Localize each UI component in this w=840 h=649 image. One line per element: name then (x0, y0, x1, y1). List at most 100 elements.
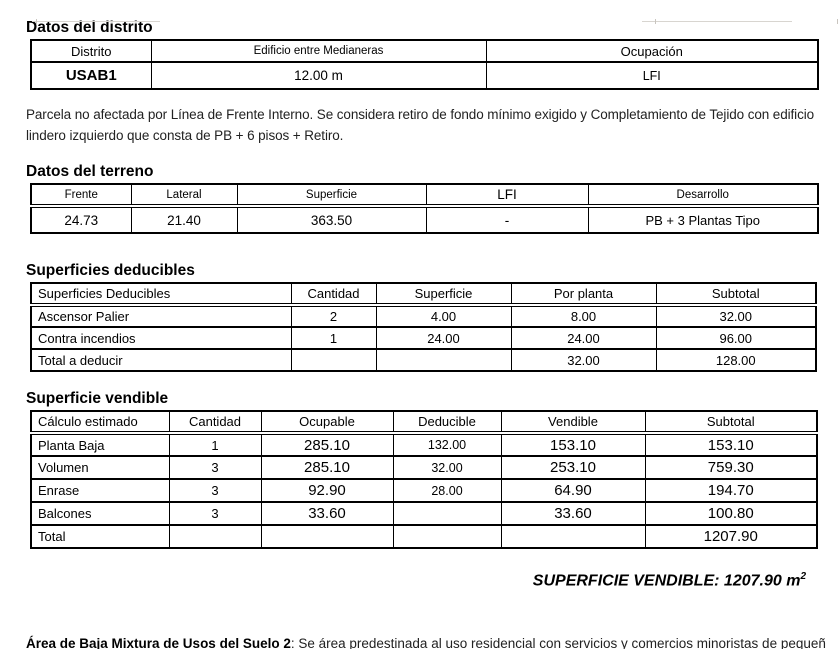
ocupable-cell: 92.90 (260, 478, 394, 503)
table-row-total: Total 1207.90 (30, 524, 818, 549)
column-header-superficie: Superficie (236, 183, 427, 208)
row-label-cell: Volumen (30, 455, 170, 480)
district-code-cell: USAB1 (30, 61, 152, 90)
row-label-cell: Balcones (30, 501, 170, 526)
column-header-vendible: Vendible (500, 410, 646, 435)
deductibles-header-row: Superficies Deducibles Cantidad Superfic… (30, 282, 817, 307)
table-row: Ascensor Palier 2 4.00 8.00 32.00 (30, 304, 817, 328)
subtotal-cell: 759.30 (644, 455, 818, 480)
document-page: { "district": { "title": "Datos del dist… (0, 19, 840, 649)
superficie-cell: 4.00 (375, 304, 512, 328)
deducible-cell (392, 524, 502, 549)
sellable-header-row: Cálculo estimado Cantidad Ocupable Deduc… (30, 410, 818, 435)
por-planta-cell: 32.00 (510, 348, 657, 372)
superficie-cell: 24.00 (375, 326, 512, 350)
occupation-cell: LFI (485, 61, 819, 90)
lfi-cell: - (425, 205, 589, 234)
column-header-lateral: Lateral (130, 183, 238, 208)
cropped-table-tick (655, 19, 656, 24)
vendible-cell: 153.10 (500, 432, 646, 457)
deducible-cell (392, 501, 502, 526)
desarrollo-cell: PB + 3 Plantas Tipo (587, 205, 819, 234)
vendible-cell: 64.90 (500, 478, 646, 503)
cantidad-cell (290, 348, 377, 372)
cropped-table-remnant (642, 21, 792, 22)
cropped-table-tick (837, 19, 838, 24)
column-header-deducible: Deducible (392, 410, 502, 435)
district-table: Distrito Edificio entre Medianeras Ocupa… (30, 39, 819, 90)
column-header-subtotal: Subtotal (655, 282, 817, 307)
district-header-row: Distrito Edificio entre Medianeras Ocupa… (30, 39, 819, 63)
column-header-desarrollo: Desarrollo (587, 183, 819, 208)
sellable-section-title: Superficie vendible (26, 390, 169, 407)
table-row: Volumen 3 285.10 32.00 253.10 759.30 (30, 455, 818, 480)
deducible-cell: 132.00 (392, 432, 502, 457)
summary-text: SUPERFICIE VENDIBLE: 1207.90 m (532, 572, 801, 590)
column-header-subtotal: Subtotal (644, 410, 818, 435)
terrain-section-title: Datos del terreno (26, 163, 154, 180)
row-label-cell: Contra incendios (30, 326, 292, 350)
row-label-cell: Enrase (30, 478, 170, 503)
terrain-data-row: 24.73 21.40 363.50 - PB + 3 Plantas Tipo (30, 205, 819, 234)
table-row-total: Total a deducir 32.00 128.00 (30, 348, 817, 372)
footer-bold-text: Área de Baja Mixtura de Usos del Suelo 2 (26, 636, 291, 649)
sellable-surface-summary: SUPERFICIE VENDIBLE: 1207.90 m2 (0, 571, 806, 590)
terrain-header-row: Frente Lateral Superficie LFI Desarrollo (30, 183, 819, 208)
superficie-cell: 363.50 (236, 205, 427, 234)
subtotal-cell: 100.80 (644, 501, 818, 526)
table-row: Planta Baja 1 285.10 132.00 153.10 153.1… (30, 432, 818, 457)
ocupable-cell (260, 524, 394, 549)
deductibles-table: Superficies Deducibles Cantidad Superfic… (30, 282, 817, 372)
subtotal-cell: 96.00 (655, 326, 817, 350)
row-label-cell: Total a deducir (30, 348, 292, 372)
deducible-cell: 28.00 (392, 478, 502, 503)
terrain-table: Frente Lateral Superficie LFI Desarrollo… (30, 183, 819, 234)
por-planta-cell: 24.00 (510, 326, 657, 350)
row-label-cell: Total (30, 524, 170, 549)
subtotal-cell: 128.00 (655, 348, 817, 372)
row-label-cell: Planta Baja (30, 432, 170, 457)
vendible-cell: 33.60 (500, 501, 646, 526)
cantidad-cell: 3 (168, 478, 262, 503)
cantidad-cell: 3 (168, 455, 262, 480)
table-row: Contra incendios 1 24.00 24.00 96.00 (30, 326, 817, 350)
column-header-superficies-deducibles: Superficies Deducibles (30, 282, 292, 307)
ocupable-cell: 33.60 (260, 501, 394, 526)
summary-exponent: 2 (800, 571, 806, 582)
column-header-ocupacion: Ocupación (485, 39, 819, 63)
cantidad-cell (168, 524, 262, 549)
superficie-cell (375, 348, 512, 372)
column-header-edificio-medianeras: Edificio entre Medianeras (150, 39, 487, 63)
district-data-row: USAB1 12.00 m LFI (30, 61, 819, 90)
column-header-por-planta: Por planta (510, 282, 657, 307)
deductibles-section-title: Superficies deducibles (26, 262, 195, 279)
table-row: Balcones 3 33.60 33.60 100.80 (30, 501, 818, 526)
column-header-ocupable: Ocupable (260, 410, 394, 435)
column-header-distrito: Distrito (30, 39, 152, 63)
lateral-cell: 21.40 (130, 205, 238, 234)
subtotal-cell: 1207.90 (644, 524, 818, 549)
sellable-table: Cálculo estimado Cantidad Ocupable Deduc… (30, 410, 818, 549)
cantidad-cell: 2 (290, 304, 377, 328)
por-planta-cell: 8.00 (510, 304, 657, 328)
column-header-cantidad: Cantidad (290, 282, 377, 307)
cropped-table-remnant (32, 21, 160, 22)
subtotal-cell: 194.70 (644, 478, 818, 503)
column-header-superficie: Superficie (375, 282, 512, 307)
footer-rest-text: : Se área predestinada al uso residencia… (290, 636, 826, 649)
column-header-cantidad: Cantidad (168, 410, 262, 435)
cropped-table-tick (36, 19, 37, 24)
ocupable-cell: 285.10 (260, 455, 394, 480)
vendible-cell (500, 524, 646, 549)
parcel-note-paragraph: Parcela no afectada por Línea de Frente … (26, 107, 815, 143)
deducible-cell: 32.00 (392, 455, 502, 480)
row-label-cell: Ascensor Palier (30, 304, 292, 328)
cantidad-cell: 1 (168, 432, 262, 457)
ocupable-cell: 285.10 (260, 432, 394, 457)
column-header-lfi: LFI (425, 183, 589, 208)
column-header-calculo-estimado: Cálculo estimado (30, 410, 170, 435)
cantidad-cell: 1 (290, 326, 377, 350)
column-header-frente: Frente (30, 183, 132, 208)
subtotal-cell: 153.10 (644, 432, 818, 457)
footer-clipped-line: Área de Baja Mixtura de Usos del Suelo 2… (26, 634, 826, 649)
